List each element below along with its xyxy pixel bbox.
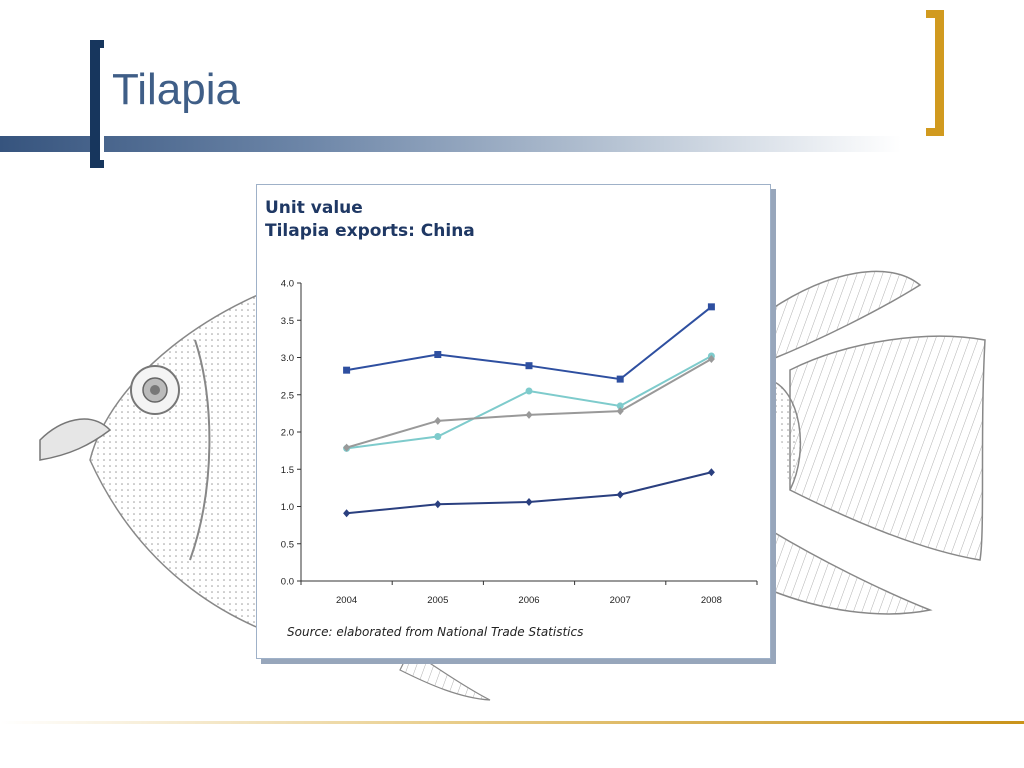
y-tick-label: 0.5 (281, 539, 294, 550)
x-tick-label: 2005 (427, 595, 448, 606)
series-4 (343, 468, 715, 518)
y-tick-label: 1.5 (281, 465, 294, 476)
x-tick-label: 2004 (336, 595, 357, 606)
chart-card: 0.0 0.5 1.0 1.5 2.0 2.5 3.0 3.5 4.0 2004 2005 2006… (256, 184, 771, 659)
y-tick-label: 3.0 (281, 353, 294, 364)
series-1 (343, 303, 715, 383)
data-point (525, 410, 533, 419)
left-bracket-decoration (90, 40, 104, 168)
y-tick-label: 2.0 (281, 428, 294, 439)
y-tick-label: 1.0 (281, 502, 294, 513)
chart-source-note: Source: elaborated from National Trade S… (287, 625, 584, 639)
chart-title: Unit value (265, 198, 363, 218)
y-axis: 0.0 0.5 1.0 1.5 2.0 2.5 3.0 3.5 4.0 (281, 279, 302, 588)
series-line (346, 355, 712, 450)
data-point (525, 498, 533, 507)
y-tick-label: 2.5 (281, 390, 294, 401)
chart-subtitle: Tilapia exports: China (265, 221, 475, 241)
data-point (434, 500, 442, 509)
series-2 (343, 352, 715, 452)
data-point (525, 362, 533, 370)
data-point (343, 366, 351, 374)
data-point (616, 402, 624, 410)
data-point (434, 351, 442, 359)
series-3 (343, 354, 715, 452)
data-point (616, 490, 624, 499)
x-tick-label: 2006 (518, 595, 539, 606)
data-point (434, 432, 442, 440)
y-tick-label: 4.0 (281, 279, 294, 290)
data-point (616, 407, 624, 416)
series-line (346, 358, 712, 449)
line-chart: 0.0 0.5 1.0 1.5 2.0 2.5 3.0 3.5 4.0 2004 2005 2006… (281, 279, 758, 606)
series-line (346, 471, 712, 515)
slide-title: Tilapia (112, 65, 240, 114)
data-point (525, 387, 533, 395)
bottom-rule (0, 721, 1024, 724)
data-point (343, 509, 351, 518)
chart-title-block: Unit value Tilapia exports: China (265, 197, 475, 243)
right-bracket-decoration (926, 10, 944, 136)
x-tick-label: 2008 (701, 595, 722, 606)
y-tick-label: 0.0 (281, 577, 294, 588)
data-point (343, 443, 351, 452)
y-tick-label: 3.5 (281, 316, 294, 327)
data-point (707, 354, 715, 363)
x-tick-label: 2007 (610, 595, 631, 606)
x-axis: 2004 2005 2006 2007 2008 (300, 580, 758, 606)
data-point (707, 468, 715, 477)
data-point (434, 416, 442, 425)
data-point (707, 303, 715, 311)
series-layer (343, 303, 715, 518)
data-point (616, 375, 624, 383)
title-underline-bar (0, 136, 1024, 152)
